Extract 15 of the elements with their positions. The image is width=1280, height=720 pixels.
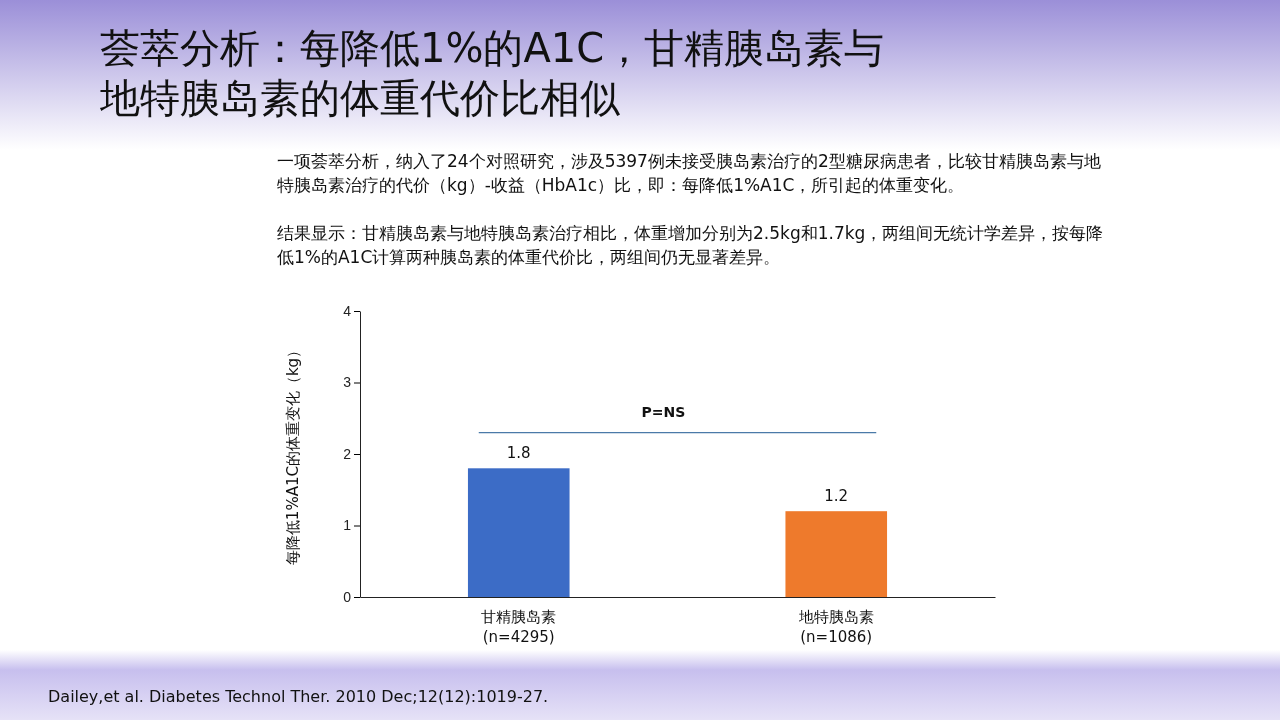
y-tick-label: 1	[343, 517, 352, 534]
data-label: 1.8	[506, 444, 531, 463]
ref-line-label: P=NS	[641, 403, 686, 420]
data-label: 1.2	[824, 487, 849, 506]
y-tick-label: 3	[343, 374, 352, 391]
y-tick-label: 2	[343, 445, 352, 462]
chart-subtitle: 一项荟萃分析，纳入了24个对照研究，涉及5397例未接受胰岛素治疗的2型糖尿病患者，比较甘精胰岛素与地特胰岛素治疗的代价（kg）-收益（HbA1c）比，即：每降低1%A1C，所引起的体重变化。	[277, 151, 1101, 195]
text: Dailey,et al. Diabetes Technol Ther. 2010 Dec;12(12):1019-27.	[48, 687, 549, 706]
y-tick-label: 4	[343, 302, 352, 319]
chart-title: 荟萃分析：每降低1%的A1C，甘精胰岛素与地特胰岛素的体重代价比相似	[99, 25, 885, 121]
text: 结果显示：甘精胰岛素与地特胰岛素治疗相比，体重增加分别为2.5kg和1.7kg，两组间无统计学差异，按每降低1%的A1C计算两种胰岛素的体重代价比，两组间仍无显著差异。	[277, 223, 1104, 267]
y-axis-title: 每降低1%A1C的体重变化（kg）	[284, 342, 302, 566]
y-tick-label: 0	[343, 588, 352, 605]
x-tick-label: 甘精胰岛素 (n=4295)	[481, 608, 557, 646]
x-tick-label: 地特胰岛素 (n=1086)	[797, 608, 874, 646]
